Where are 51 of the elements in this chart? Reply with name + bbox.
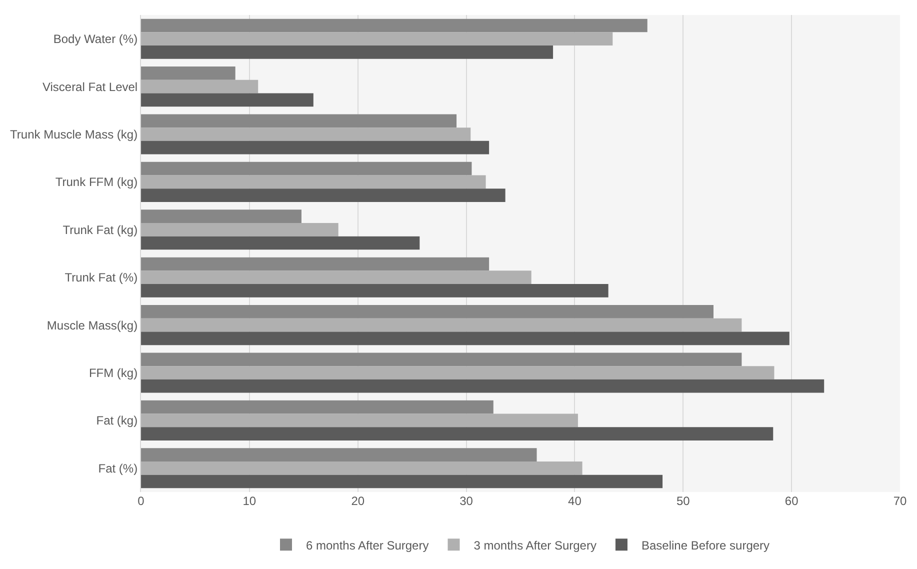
- bar: [141, 32, 613, 46]
- bar: [141, 140, 490, 154]
- bar: [141, 366, 774, 380]
- y-tick-label: Trunk Fat (kg): [62, 222, 138, 237]
- bar: [141, 114, 457, 128]
- bar: [141, 305, 714, 318]
- y-tick-label: Muscle Mass(kg): [46, 318, 138, 332]
- bar: [141, 257, 490, 271]
- bar: [141, 427, 774, 440]
- legend-label: Baseline Before surgery: [641, 538, 770, 552]
- bar: [141, 188, 506, 202]
- x-tick-label: 40: [568, 494, 582, 508]
- bar: [141, 128, 471, 141]
- bar: [141, 175, 486, 189]
- bar: [141, 474, 663, 488]
- x-tick-label: 10: [242, 494, 256, 508]
- bar: [141, 400, 494, 414]
- bar: [141, 162, 472, 176]
- bar: [141, 318, 742, 332]
- bar: [141, 222, 338, 236]
- x-tick-label: 20: [351, 494, 365, 508]
- x-tick-label: 50: [676, 494, 690, 508]
- y-tick-label: Trunk FFM (kg): [55, 175, 138, 190]
- bar: [141, 93, 314, 107]
- y-tick-label: FFM (kg): [88, 366, 138, 380]
- bar: [141, 461, 582, 475]
- y-tick-label: Body Water (%): [53, 32, 138, 46]
- bar: [141, 236, 420, 250]
- bar: [141, 66, 236, 80]
- x-tick-label: 60: [784, 494, 799, 508]
- bar: [141, 379, 824, 393]
- legend-label: 6 months After Surgery: [306, 538, 429, 552]
- bar: [141, 270, 532, 284]
- x-tick-label: 0: [138, 494, 145, 508]
- x-tick-label: 70: [893, 494, 907, 508]
- bar: [141, 414, 578, 428]
- y-tick-label: Trunk Fat (%): [64, 270, 138, 285]
- bar: [141, 284, 608, 298]
- y-tick-label: Visceral Fat Level: [42, 80, 138, 94]
- x-tick-label: 30: [460, 494, 474, 508]
- bar: [141, 332, 790, 346]
- y-tick-label: Fat (%): [98, 461, 138, 476]
- y-tick-label: Trunk Muscle Mass (kg): [10, 127, 138, 142]
- bar: [141, 448, 537, 462]
- legend-label: 3 months After Surgery: [474, 538, 596, 552]
- bar: [141, 46, 554, 59]
- bar: [141, 80, 258, 94]
- y-tick-label: Fat (kg): [96, 414, 138, 428]
- bar: [141, 352, 742, 366]
- bar: [141, 18, 648, 32]
- bar: [141, 210, 302, 223]
